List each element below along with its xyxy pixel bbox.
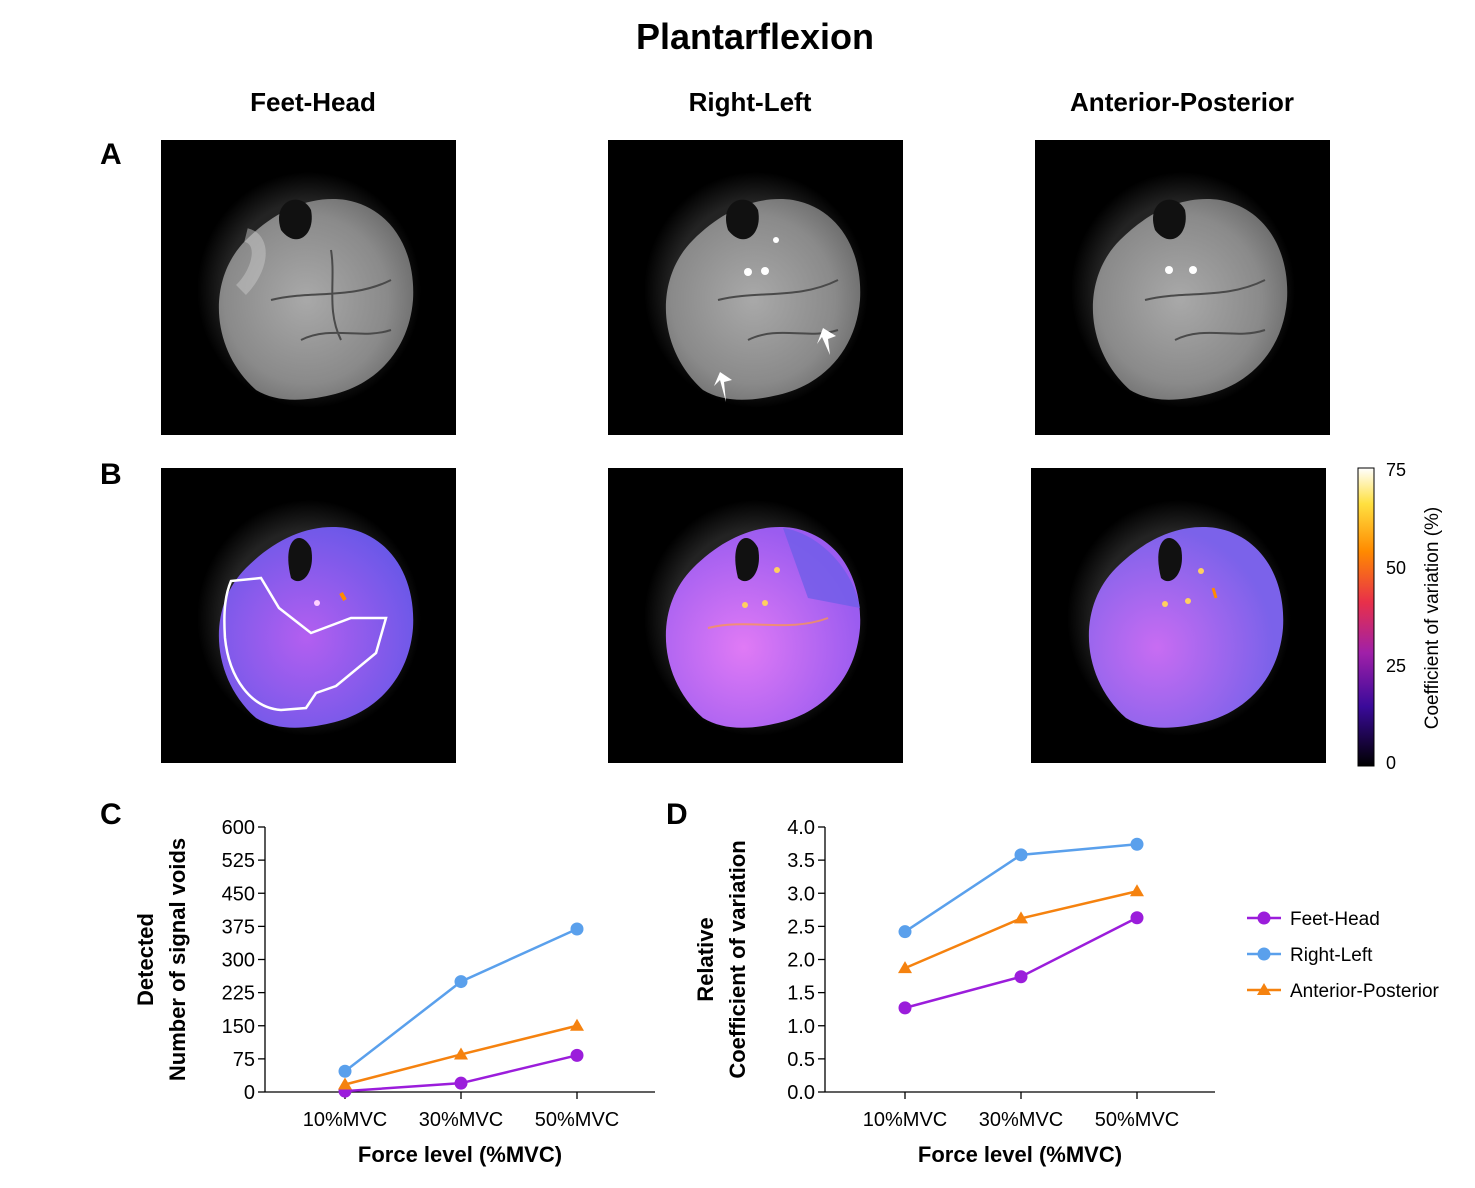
column-header-anterior-posterior: Anterior-Posterior — [1070, 87, 1294, 117]
y-axis-label-line2: Number of signal voids — [165, 838, 190, 1081]
data-point-feet-head — [1130, 911, 1144, 925]
data-point-feet-head — [898, 1001, 912, 1015]
column-header-feet-head: Feet-Head — [250, 87, 376, 117]
colorbar: 75 50 25 0 Coefficient of variation (%) — [1357, 460, 1443, 773]
panel-label-b: B — [100, 458, 122, 491]
legend-label-anterior-posterior: Anterior-Posterior — [1290, 981, 1440, 1002]
colorbar-label: Coefficient of variation (%) — [1422, 507, 1443, 729]
x-axis-label: Force level (%MVC) — [918, 1142, 1122, 1167]
cv-overlay — [1088, 527, 1284, 728]
leg-cross-section — [665, 199, 861, 400]
cv-overlay — [218, 527, 414, 728]
y-tick-label: 3.5 — [787, 850, 815, 872]
mri-image-a-anterior-posterior — [1035, 140, 1330, 435]
y-tick-label: 300 — [222, 950, 255, 972]
panel-label-a: A — [100, 138, 122, 171]
colorbar-tick: 25 — [1386, 656, 1406, 676]
x-tick-label: 30%MVC — [979, 1109, 1063, 1131]
y-tick-label: 0.5 — [787, 1049, 815, 1071]
x-tick-label: 50%MVC — [535, 1109, 619, 1131]
colorbar-tick: 75 — [1386, 460, 1406, 480]
series-line-anterior-posterior — [904, 890, 1138, 970]
data-point-right-left — [454, 975, 468, 989]
y-tick-label: 3.0 — [787, 883, 815, 905]
figure-title: Plantarflexion — [635, 16, 875, 57]
y-tick-label: 2.5 — [787, 916, 815, 938]
chart-c: 0 75 150 225 300 375 450 525 600 10%MVC 30%MVC 50%M… — [133, 817, 655, 1167]
legend-label-feet-head: Feet-Head — [1290, 909, 1380, 930]
y-axis-label-line1: Detected — [133, 913, 158, 1006]
y-axis-label-line2: Coefficient of variation — [725, 840, 750, 1078]
y-tick-label: 450 — [222, 883, 255, 905]
colorbar-tick: 0 — [1386, 753, 1396, 773]
series-line-feet-head — [904, 916, 1138, 1010]
y-tick-label: 375 — [222, 916, 255, 938]
y-axis-label-line1: Relative — [693, 917, 718, 1001]
cv-map-b-anterior-posterior — [1031, 468, 1326, 763]
y-tick-label: 150 — [222, 1016, 255, 1038]
data-point-feet-head — [454, 1076, 468, 1090]
data-point-right-left — [570, 922, 584, 936]
roi-outline — [223, 576, 388, 712]
legend: Feet-Head Right-Left Anterior-Posterior — [1245, 903, 1475, 1018]
arrow-icon — [714, 372, 732, 402]
x-tick-label: 50%MVC — [1095, 1109, 1179, 1131]
leg-cross-section — [218, 199, 414, 400]
data-point-anterior-posterior — [1130, 884, 1144, 897]
data-point-right-left — [898, 925, 912, 939]
legend-marker-right-left — [1257, 947, 1271, 961]
y-tick-label: 600 — [222, 817, 255, 839]
panel-label-c: C — [100, 798, 122, 831]
column-header-right-left: Right-Left — [688, 87, 812, 117]
y-tick-label: 1.0 — [787, 1016, 815, 1038]
chart-d: 0.0 0.5 1.0 1.5 2.0 2.5 3.0 3.5 4.0 10%MVC 30%MVC 5… — [693, 817, 1215, 1167]
mri-image-a-feet-head — [161, 140, 456, 435]
panel-label-d: D — [666, 798, 688, 831]
data-point-feet-head — [570, 1048, 584, 1062]
y-tick-label: 2.0 — [787, 950, 815, 972]
cv-map-b-right-left — [608, 468, 903, 763]
y-tick-label: 0.0 — [787, 1082, 815, 1104]
data-point-anterior-posterior — [898, 961, 912, 974]
data-point-right-left — [338, 1064, 352, 1078]
data-point-anterior-posterior — [338, 1077, 352, 1090]
data-point-anterior-posterior — [570, 1018, 584, 1031]
y-tick-label: 225 — [222, 983, 255, 1005]
colorbar-tick: 50 — [1386, 558, 1406, 578]
mri-image-a-right-left — [608, 140, 903, 435]
y-tick-label: 75 — [233, 1049, 255, 1071]
y-tick-label: 0 — [244, 1082, 255, 1104]
data-point-anterior-posterior — [1014, 911, 1028, 924]
data-point-feet-head — [1014, 970, 1028, 984]
y-tick-label: 4.0 — [787, 817, 815, 839]
data-point-right-left — [1130, 837, 1144, 851]
x-axis-label: Force level (%MVC) — [358, 1142, 562, 1167]
x-tick-label: 30%MVC — [419, 1109, 503, 1131]
bone-void — [278, 199, 312, 240]
leg-cross-section — [1092, 199, 1288, 400]
y-tick-label: 525 — [222, 850, 255, 872]
x-tick-label: 10%MVC — [303, 1109, 387, 1131]
legend-marker-anterior-posterior — [1257, 983, 1271, 995]
legend-label-right-left: Right-Left — [1290, 945, 1373, 966]
x-tick-label: 10%MVC — [863, 1109, 947, 1131]
legend-marker-feet-head — [1257, 911, 1271, 925]
cv-map-b-feet-head — [161, 468, 456, 763]
data-point-anterior-posterior — [454, 1047, 468, 1060]
data-point-right-left — [1014, 848, 1028, 862]
y-tick-label: 1.5 — [787, 983, 815, 1005]
arrow-icon — [817, 328, 836, 355]
